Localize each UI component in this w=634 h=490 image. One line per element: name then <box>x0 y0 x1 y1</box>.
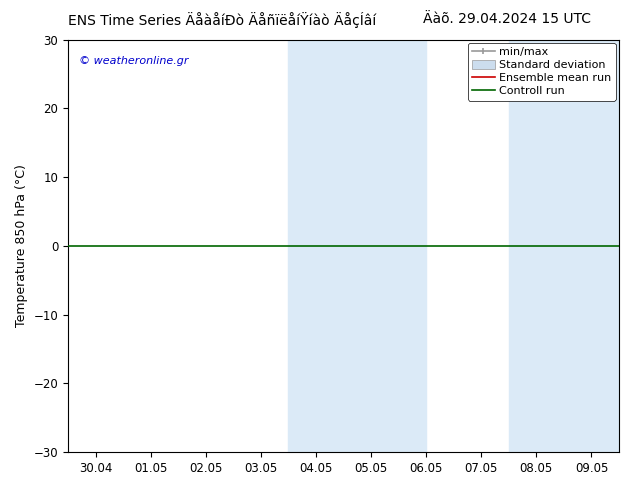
Text: © weatheronline.gr: © weatheronline.gr <box>79 56 188 66</box>
Bar <box>288 40 426 452</box>
Y-axis label: Temperature 850 hPa (°C): Temperature 850 hPa (°C) <box>15 165 28 327</box>
Text: Äàõ. 29.04.2024 15 UTC: Äàõ. 29.04.2024 15 UTC <box>424 12 591 26</box>
Text: ENS Time Series ÄåàåíÐò ÄåñïëåíŸíàò ÄåçÍâí: ENS Time Series ÄåàåíÐò ÄåñïëåíŸíàò ÄåçÍ… <box>68 12 376 28</box>
Bar <box>509 40 619 452</box>
Legend: min/max, Standard deviation, Ensemble mean run, Controll run: min/max, Standard deviation, Ensemble me… <box>468 43 616 100</box>
